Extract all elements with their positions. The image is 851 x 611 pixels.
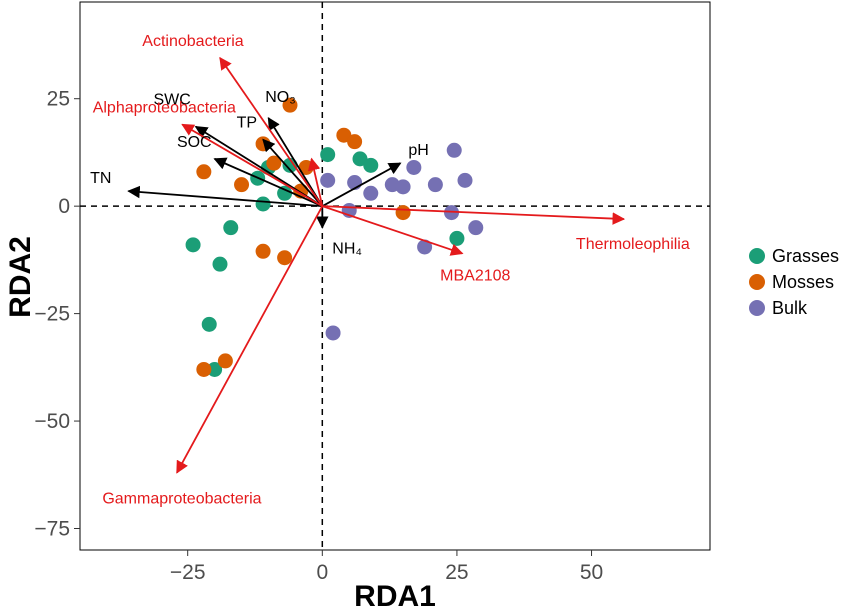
x-axis-ticks: −25 0 25 50: [170, 550, 603, 584]
y-tick-label: −25: [34, 303, 70, 326]
vector-soc: [213, 157, 323, 207]
point-mosses: [217, 353, 233, 369]
point-mosses: [266, 155, 282, 171]
vector-alphaproteobacteria: [181, 123, 323, 207]
vector-tn: [127, 185, 323, 208]
point-mosses: [196, 361, 212, 377]
y-axis-ticks: 25 0 −25 −50 −75: [34, 88, 80, 541]
vector-label-tn: TN: [90, 170, 111, 187]
point-grasses: [277, 185, 293, 201]
vector-label-nh-: NH₄: [332, 241, 362, 258]
vector-actinobacteria: [219, 56, 324, 207]
legend-key-bulk: [749, 300, 765, 316]
point-grasses: [201, 316, 217, 332]
vector-tp: [262, 138, 323, 207]
plot-panel: [79, 1, 711, 551]
x-tick-label: −25: [170, 561, 206, 584]
point-bulk: [444, 205, 460, 221]
point-mosses: [234, 177, 250, 193]
vector-label-actinobacteria: Actinobacteria: [142, 33, 243, 50]
vector-label-alphaproteobacteria: Alphaproteobacteria: [93, 99, 236, 116]
x-tick-label: 50: [580, 561, 603, 584]
point-bulk: [427, 177, 443, 193]
legend-key-mosses: [749, 274, 765, 290]
vector-label-gammaproteobacteria: Gammaproteobacteria: [102, 491, 261, 508]
x-axis-title: RDA1: [354, 580, 436, 611]
y-tick-label: 0: [58, 195, 70, 218]
point-bulk: [417, 239, 433, 255]
y-axis-title: RDA2: [4, 236, 37, 318]
point-mosses: [255, 243, 271, 259]
point-mosses: [277, 250, 293, 266]
rda-vectors: [127, 56, 626, 474]
y-tick-label: −75: [34, 518, 70, 541]
vector-gammaproteobacteria: [176, 205, 324, 474]
x-tick-label: 25: [445, 561, 468, 584]
point-grasses: [352, 151, 368, 167]
point-mosses: [336, 127, 352, 143]
point-bulk: [468, 220, 484, 236]
point-mosses: [255, 136, 271, 152]
point-grasses: [320, 147, 336, 163]
point-grasses: [212, 256, 228, 272]
vector-label-ph: pH: [408, 142, 428, 159]
y-tick-label: 25: [47, 88, 70, 111]
y-tick-label: −50: [34, 410, 70, 433]
vector-label-thermoleophilia: Thermoleophilia: [576, 236, 690, 253]
legend-label-grasses: Grasses: [772, 246, 839, 266]
point-grasses: [363, 157, 379, 173]
legend-label-mosses: Mosses: [772, 272, 834, 292]
point-bulk: [325, 325, 341, 341]
point-grasses: [185, 237, 201, 253]
vector-label-swc: SWC: [153, 92, 190, 109]
vector-thermoleophilia: [322, 205, 626, 225]
point-bulk: [395, 179, 411, 195]
point-grasses: [207, 361, 223, 377]
vector-labels: TN SOC SWC TP NO₃ pH NH₄ Actinobacteria Alphapro…: [90, 33, 690, 508]
vector-label-mba2108: MBA2108: [440, 267, 510, 284]
point-grasses: [255, 196, 271, 212]
x-tick-label: 0: [316, 561, 328, 584]
vector-label-no-: NO₃: [265, 89, 296, 106]
vector-unlabeled: [307, 157, 324, 207]
legend-label-bulk: Bulk: [772, 298, 808, 318]
point-bulk: [406, 159, 422, 175]
vector-mba2108: [322, 205, 464, 256]
vector-label-tp: TP: [237, 115, 257, 132]
point-mosses: [347, 134, 363, 150]
legend: Grasses Mosses Bulk: [749, 246, 839, 318]
point-bulk: [363, 185, 379, 201]
point-bulk: [320, 172, 336, 188]
sample-points: [185, 97, 484, 377]
vector-no-: [267, 116, 324, 207]
point-grasses: [282, 157, 298, 173]
point-bulk: [446, 142, 462, 158]
vector-ph: [321, 162, 402, 207]
legend-key-grasses: [749, 248, 765, 264]
point-grasses: [223, 220, 239, 236]
point-mosses: [196, 164, 212, 180]
vector-label-soc: SOC: [177, 134, 212, 151]
point-mosses: [395, 205, 411, 221]
point-bulk: [457, 172, 473, 188]
point-mosses: [282, 97, 298, 113]
point-grasses: [449, 230, 465, 246]
